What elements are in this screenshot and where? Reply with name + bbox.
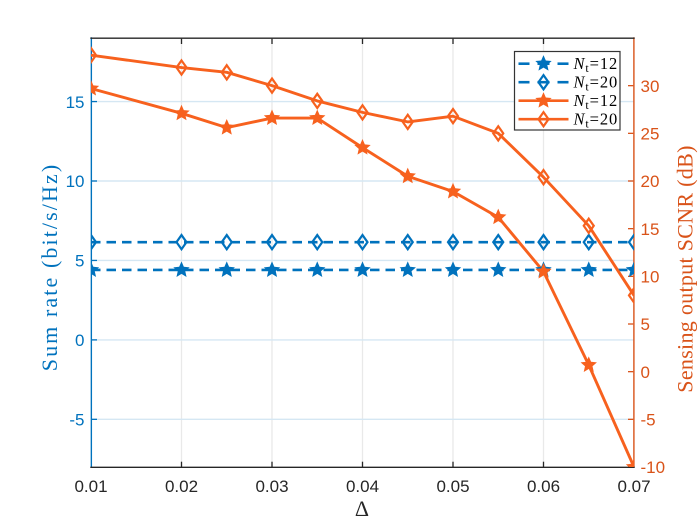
- svg-text:15: 15: [641, 220, 660, 239]
- svg-text:Nt=12: Nt=12: [573, 91, 619, 112]
- svg-text:0: 0: [75, 331, 84, 350]
- svg-text:5: 5: [641, 315, 650, 334]
- svg-text:0.06: 0.06: [527, 477, 560, 496]
- svg-text:Nt=20: Nt=20: [573, 110, 619, 131]
- svg-text:0.03: 0.03: [255, 477, 288, 496]
- svg-text:10: 10: [66, 172, 85, 191]
- svg-text:-5: -5: [641, 411, 656, 430]
- svg-text:Sensing output SCNR (dB): Sensing output SCNR (dB): [673, 145, 698, 392]
- svg-text:0.04: 0.04: [346, 477, 379, 496]
- svg-text:10: 10: [641, 268, 660, 287]
- svg-text:Sum rate (bit/s/Hz): Sum rate (bit/s/Hz): [37, 163, 62, 372]
- svg-text:20: 20: [641, 172, 660, 191]
- svg-text:5: 5: [75, 252, 84, 271]
- svg-text:0.02: 0.02: [165, 477, 198, 496]
- svg-text:Δ: Δ: [355, 496, 369, 521]
- svg-text:0: 0: [641, 363, 650, 382]
- svg-text:15: 15: [66, 93, 85, 112]
- svg-text:-10: -10: [641, 458, 666, 477]
- svg-text:-5: -5: [69, 411, 84, 430]
- svg-text:30: 30: [641, 77, 660, 96]
- svg-text:0.07: 0.07: [617, 477, 650, 496]
- svg-text:0.05: 0.05: [436, 477, 469, 496]
- svg-text:Nt=20: Nt=20: [573, 73, 619, 94]
- svg-text:25: 25: [641, 125, 660, 144]
- svg-text:Nt=12: Nt=12: [573, 54, 619, 75]
- svg-text:0.01: 0.01: [74, 477, 107, 496]
